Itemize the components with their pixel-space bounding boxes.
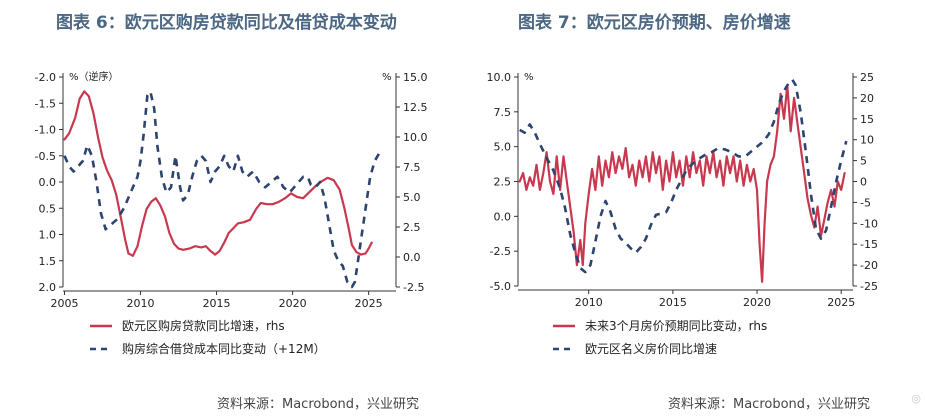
source-note: 资料来源：Macrobond，兴业研究 [668,397,871,412]
right-tick-label: -2.5 [403,281,424,294]
watermark-logo: ◎ [911,392,921,405]
x-tick-label: 2015 [203,297,231,310]
left-axis-unit: %（逆序） [69,70,119,83]
legend-label: 购房综合借贷成本同比变动（+12M） [122,341,326,356]
chart-title: 图表 7：欧元区房价预期、房价增速 [518,13,791,33]
left-tick-label: 7.5 [494,106,512,119]
legend-label: 未来3个月房价预期同比变动，rhs [585,318,767,333]
series-line-solid [63,90,373,257]
x-tick-label: 2005 [51,297,79,310]
legend-label: 欧元区名义房价同比增速 [585,341,717,356]
left-axis-unit: % [524,72,534,83]
right-tick-label: 15.0 [403,71,428,84]
right-tick-label: 12.5 [403,101,428,114]
x-tick-label: 2025 [355,297,383,310]
right-tick-label: 20 [860,92,874,105]
right-tick-label: 10.0 [403,131,428,144]
left-tick-label: -5.0 [490,280,511,293]
right-tick-label: 10 [860,134,874,147]
right-tick-label: -5 [860,196,871,209]
series-line-dashed [63,90,384,289]
right-tick-label: 25 [860,71,874,84]
x-tick-label: 2020 [743,296,771,309]
left-tick-label: 0.0 [494,210,512,223]
source-note: 资料来源：Macrobond，兴业研究 [217,397,420,412]
right-tick-label: 0 [860,176,867,189]
left-tick-label: 0.0 [39,176,57,189]
left-tick-label: 10.0 [487,71,512,84]
right-tick-label: 2.5 [403,221,421,234]
left-tick-label: 5.0 [494,141,512,154]
left-tick-label: -2.5 [490,245,511,258]
left-tick-label: 1.5 [39,255,57,268]
series-line-dashed [519,78,848,274]
series-line-solid [518,84,846,283]
x-tick-label: 2010 [127,297,155,310]
left-tick-label: 0.5 [39,202,57,215]
chart-svg: %（逆序） % -2.0 -1.5 -1.0 -0.5 0.0 0.5 1.0 1.5 2.0 15.… [35,70,428,356]
left-tick-label: -1.0 [35,124,56,137]
right-tick-label: 15 [860,113,874,126]
right-tick-label: 0.0 [403,251,421,264]
left-tick-label: 2.0 [39,281,57,294]
left-tick-label: -2.0 [35,71,56,84]
right-tick-label: -20 [860,259,878,272]
legend-label: 欧元区购房贷款同比增速，rhs [122,318,285,333]
left-tick-label: -0.5 [35,150,56,163]
left-tick-label: 1.0 [39,229,57,242]
x-tick-label: 2015 [659,296,687,309]
x-tick-label: 2020 [279,297,307,310]
right-tick-label: -15 [860,238,878,251]
left-tick-label: 2.5 [494,176,512,189]
right-axis-unit: % [382,72,392,83]
right-tick-label: -25 [860,280,878,293]
right-tick-label: 5 [860,155,867,168]
right-tick-label: 5.0 [403,191,421,204]
left-tick-label: -1.5 [35,97,56,110]
right-tick-label: -10 [860,217,878,230]
chart-svg: %10.07.55.02.50.0-2.5-5.02520151050-5-10… [487,71,878,356]
chart-panel-house-prices: 图表 7：欧元区房价预期、房价增速 % 10.0 7.5 5.0 2.5 0.0 -2.5 -… [463,0,925,417]
right-tick-label: 7.5 [403,161,421,174]
chart-panel-housing-loans: 图表 6：欧元区购房贷款同比及借贷成本变动 %（逆序）% -2.0 -1.5 -1.0… [0,0,462,417]
x-tick-label: 2010 [575,296,603,309]
x-tick-label: 2025 [827,296,855,309]
chart-title: 图表 6：欧元区购房贷款同比及借贷成本变动 [56,13,397,33]
